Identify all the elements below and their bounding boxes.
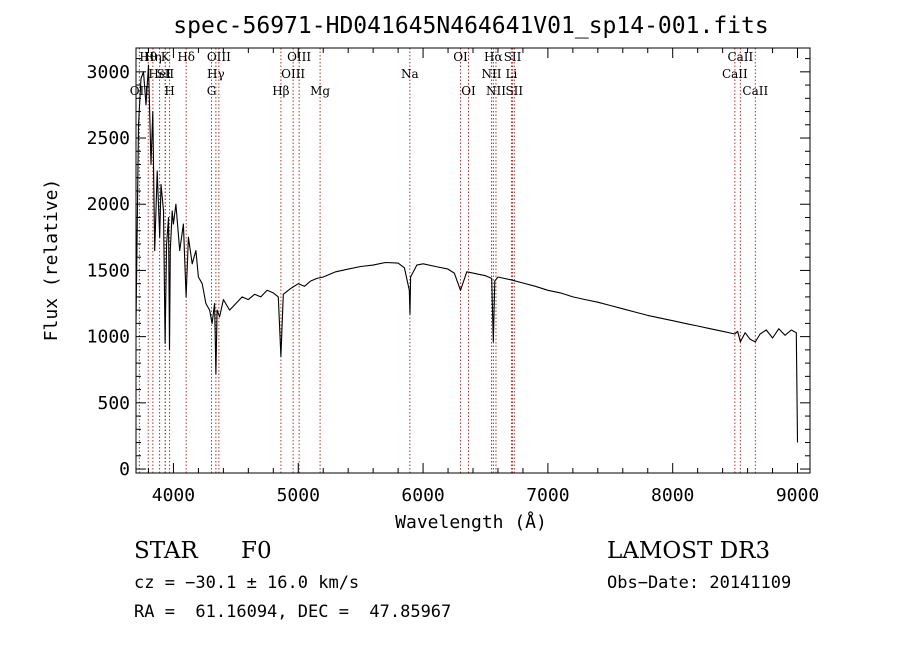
redshift-readout: cz = −30.1 ± 16.0 km/s: [134, 573, 360, 593]
y-axis: 0 500 1000 1500 2000 2500 3000: [87, 58, 810, 480]
plot-frame: [135, 47, 811, 474]
object-class: STAR: [134, 538, 198, 564]
line-label: OI: [461, 84, 476, 98]
line-label: K: [161, 50, 171, 64]
line-label: CaII: [722, 67, 748, 81]
line-label: SII: [505, 84, 523, 98]
coordinates: RA = 61.16094, DEC = 47.85967: [134, 602, 452, 622]
x-tick-label: 8000: [651, 485, 694, 506]
line-label: Na: [401, 67, 419, 81]
survey-name: LAMOST DR3: [607, 538, 771, 564]
line-label: OI: [453, 50, 468, 64]
line-label: OIII: [207, 50, 231, 64]
y-tick-label: 2000: [87, 194, 130, 215]
x-axis: 4000 5000 6000 7000 8000 9000: [147, 48, 819, 506]
x-tick-label: 4000: [152, 485, 195, 506]
x-tick-label: 7000: [526, 485, 569, 506]
line-label: Hθ: [139, 50, 157, 64]
y-tick-label: 2500: [87, 128, 130, 149]
line-label: Li: [506, 67, 518, 81]
line-labels: OIIHθHηHeISIIKHHδGHγOIIIHβOIIIOIIIMgNaOI…: [130, 50, 769, 98]
y-tick-label: 1000: [87, 327, 130, 348]
line-label: NII: [486, 84, 506, 98]
obs-date: Obs−Date: 20141109: [607, 573, 792, 593]
line-label: HeI: [148, 67, 171, 81]
line-label: OIII: [281, 67, 305, 81]
x-axis-label: Wavelength (Å): [395, 511, 547, 533]
y-tick-label: 0: [119, 459, 130, 480]
line-label: Hβ: [272, 84, 289, 98]
line-label: H: [164, 84, 174, 98]
line-label: Hη: [144, 50, 162, 64]
chart-title: spec-56971-HD041645N464641V01_sp14-001.f…: [173, 13, 768, 39]
line-label: CaII: [727, 50, 753, 64]
line-label: Hγ: [207, 67, 225, 81]
line-label: CaII: [742, 84, 768, 98]
x-tick-label: 6000: [401, 485, 444, 506]
x-tick-label: 5000: [277, 485, 320, 506]
line-label: NII: [481, 67, 501, 81]
line-label: G: [207, 84, 217, 98]
y-tick-label: 1500: [87, 260, 130, 281]
line-markers: [138, 48, 756, 473]
object-subclass: F0: [241, 538, 272, 564]
line-label: Mg: [310, 84, 330, 98]
line-label: SII: [156, 67, 174, 81]
y-tick-label: 500: [97, 393, 130, 414]
line-label: OII: [130, 84, 150, 98]
line-label: SII: [504, 50, 522, 64]
y-axis-label: Flux (relative): [41, 179, 62, 342]
y-tick-label: 3000: [87, 62, 130, 83]
x-tick-label: 9000: [776, 485, 819, 506]
line-label: Hα: [484, 50, 503, 64]
line-label: Hδ: [177, 50, 195, 64]
spectrum-line: [135, 64, 799, 443]
line-label: OIII: [287, 50, 311, 64]
